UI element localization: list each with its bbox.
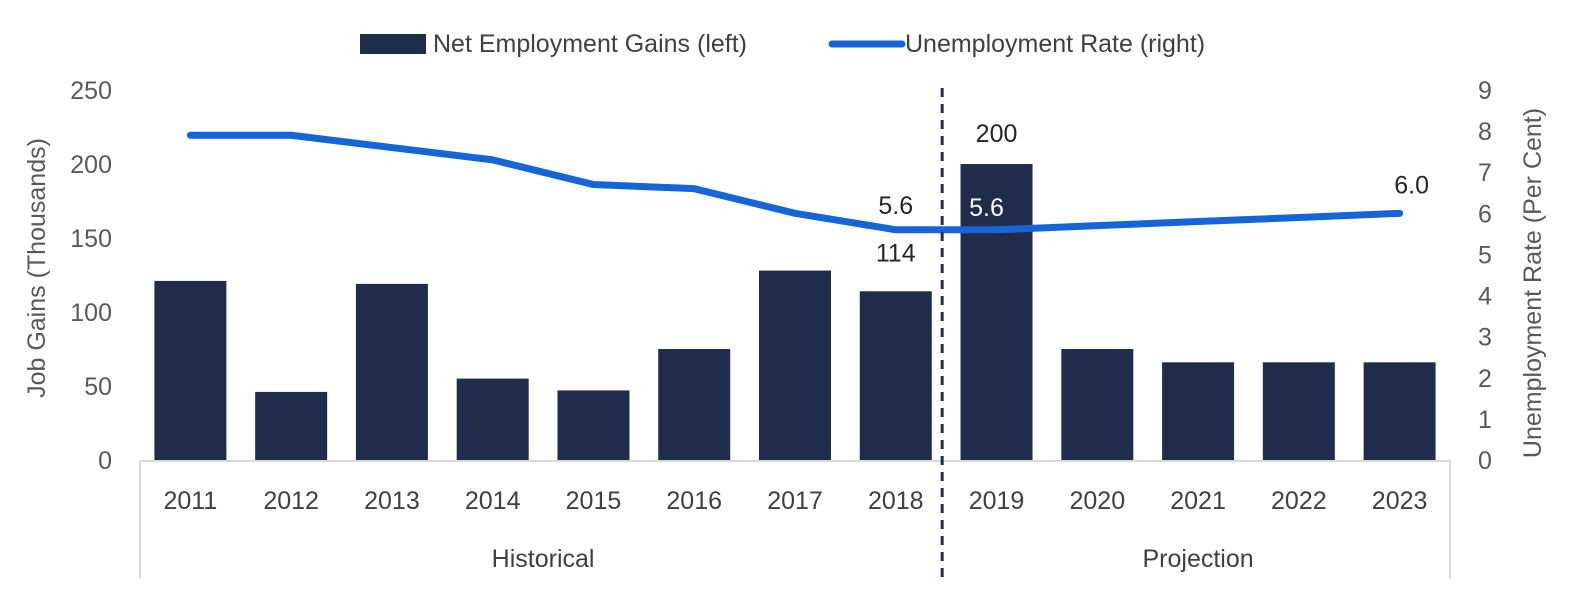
x-tick-label: 2020: [1069, 487, 1125, 515]
x-tick-label: 2012: [263, 487, 319, 515]
x-tick-label: 2021: [1170, 487, 1226, 515]
line-point-2017: [793, 211, 797, 215]
y-right-tick-label: 7: [1478, 159, 1492, 187]
line-point-2016: [692, 187, 696, 191]
data-label-2018: 5.6: [878, 192, 913, 220]
bar-2019: [960, 164, 1033, 460]
x-tick-label: 2016: [666, 487, 722, 515]
y-right-tick-label: 1: [1478, 406, 1492, 434]
bar-series: [154, 164, 1436, 460]
line-point-2019: [995, 228, 999, 232]
data-labels: 114 200 5.6 5.6 6.0: [876, 120, 1429, 267]
legend-swatch-net-employment: [360, 34, 426, 54]
data-label-2023: 6.0: [1394, 171, 1429, 199]
y-left-ticks: 0 50 100 150 200 250: [70, 77, 112, 475]
line-point-2012: [289, 133, 293, 137]
data-label-2019: 5.6: [969, 194, 1004, 222]
bar-2011: [154, 280, 227, 460]
group-label: Historical: [492, 545, 595, 573]
y-right-tick-label: 3: [1478, 324, 1492, 352]
line-series: [186, 131, 1404, 234]
legend: Net Employment Gains (left) Unemployment…: [360, 30, 1205, 58]
line-point-2023: [1398, 211, 1402, 215]
x-tick-label: 2023: [1372, 487, 1428, 515]
line-point-2020: [1095, 224, 1099, 228]
line-point-2014: [491, 158, 495, 162]
line-point-2018: [894, 228, 898, 232]
x-tick-label: 2011: [164, 487, 218, 515]
bar-2016: [658, 349, 731, 460]
y-right-tick-label: 0: [1478, 447, 1492, 475]
y-left-tick-label: 100: [70, 299, 112, 327]
bar-2021: [1162, 362, 1235, 460]
bar-2017: [759, 270, 831, 460]
y-right-tick-label: 8: [1478, 118, 1492, 146]
x-tick-label: 2013: [364, 487, 420, 515]
bar-2023: [1363, 362, 1436, 460]
bar-2015: [557, 390, 630, 460]
y-right-tick-label: 4: [1478, 283, 1492, 311]
x-tick-label: 2015: [566, 487, 622, 515]
bar-2018: [859, 291, 932, 460]
legend-label-net-employment: Net Employment Gains (left): [433, 30, 747, 58]
data-label-2019: 200: [976, 120, 1018, 148]
x-tick-label: 2014: [465, 487, 521, 515]
bar-2014: [456, 378, 529, 460]
x-tick-label: 2018: [868, 487, 924, 515]
bar-2020: [1061, 349, 1134, 460]
bar-2012: [255, 391, 328, 460]
y-right-axis-title: Unemployment Rate (Per Cent): [1519, 108, 1547, 458]
y-right-tick-label: 2: [1478, 365, 1492, 393]
bar-2022: [1262, 362, 1335, 460]
line-point-2015: [591, 183, 595, 187]
group-label: Projection: [1142, 545, 1253, 573]
line-point-2013: [390, 146, 394, 150]
y-right-tick-label: 6: [1478, 200, 1492, 228]
y-left-tick-label: 150: [70, 225, 112, 253]
x-tick-label: 2019: [969, 487, 1025, 515]
y-left-tick-label: 200: [70, 151, 112, 179]
data-label-2018: 114: [876, 239, 916, 267]
y-left-axis-title: Job Gains (Thousands): [23, 138, 51, 398]
x-tick-label: 2017: [767, 487, 823, 515]
y-left-tick-label: 250: [70, 77, 112, 105]
y-left-tick-label: 50: [84, 373, 112, 401]
line-point-2022: [1297, 215, 1301, 219]
y-right-tick-label: 5: [1478, 241, 1492, 269]
x-tick-label: 2022: [1271, 487, 1327, 515]
y-right-tick-label: 9: [1478, 77, 1492, 105]
line-point-2011: [188, 133, 192, 137]
line-point-2021: [1196, 220, 1200, 224]
unemployment-rate-line: [186, 131, 1404, 234]
bar-2013: [355, 283, 428, 460]
y-left-tick-label: 0: [98, 447, 112, 475]
x-axis: 2011 2012 2013 2014 2015 2016 2017 2018 2019 2020…: [139, 88, 1451, 582]
y-right-ticks: 0 1 2 3 4 5 6 7 8 9: [1478, 77, 1492, 475]
legend-label-unemployment: Unemployment Rate (right): [905, 30, 1205, 58]
